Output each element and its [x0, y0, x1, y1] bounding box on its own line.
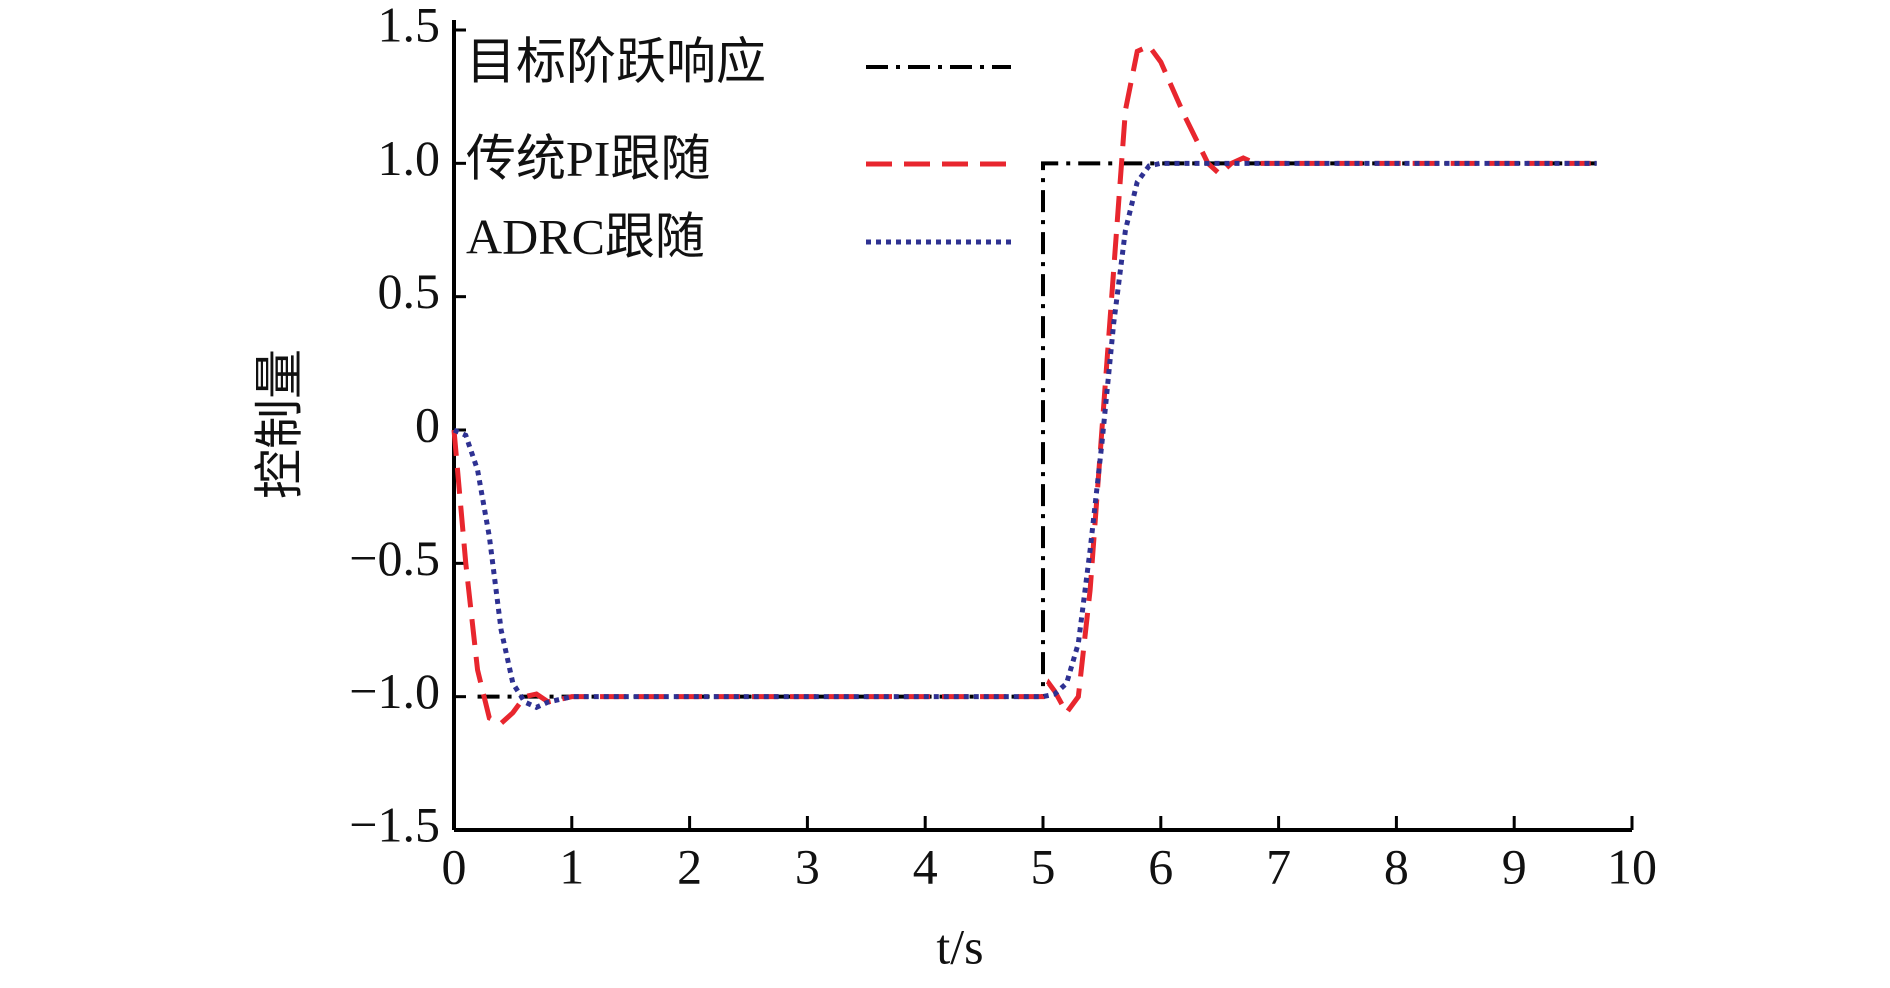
y-axis-label: 控制量: [251, 349, 307, 499]
x-tick-label: 7: [1266, 838, 1291, 894]
y-tick-label: 1.5: [378, 0, 441, 52]
y-tick-label: −1.0: [349, 663, 440, 719]
y-tick-label: 0.5: [378, 263, 441, 319]
x-tick-label: 3: [795, 838, 820, 894]
x-tick-label: 8: [1384, 838, 1409, 894]
series-line: [451, 42, 1597, 727]
y-tick-label: 1.0: [378, 130, 441, 186]
x-axis-label: t/s: [936, 918, 983, 974]
legend-label: 目标阶跃响应: [466, 33, 766, 89]
legend-label: 传统PI跟随: [466, 130, 710, 186]
x-tick-label: 5: [1031, 838, 1056, 894]
x-tick-label: 6: [1148, 838, 1173, 894]
y-tick-label: −1.5: [349, 796, 440, 852]
series-line: [452, 160, 1597, 711]
x-tick-label: 10: [1607, 838, 1657, 894]
x-tick-label: 2: [677, 838, 702, 894]
y-tick-label: 0: [415, 396, 440, 452]
x-tick-label: 1: [559, 838, 584, 894]
x-tick-label: 4: [913, 838, 938, 894]
y-tick-label: −0.5: [349, 530, 440, 586]
x-tick-label: 0: [442, 838, 467, 894]
x-tick-label: 9: [1502, 838, 1527, 894]
legend-label: ADRC跟随: [466, 208, 705, 264]
